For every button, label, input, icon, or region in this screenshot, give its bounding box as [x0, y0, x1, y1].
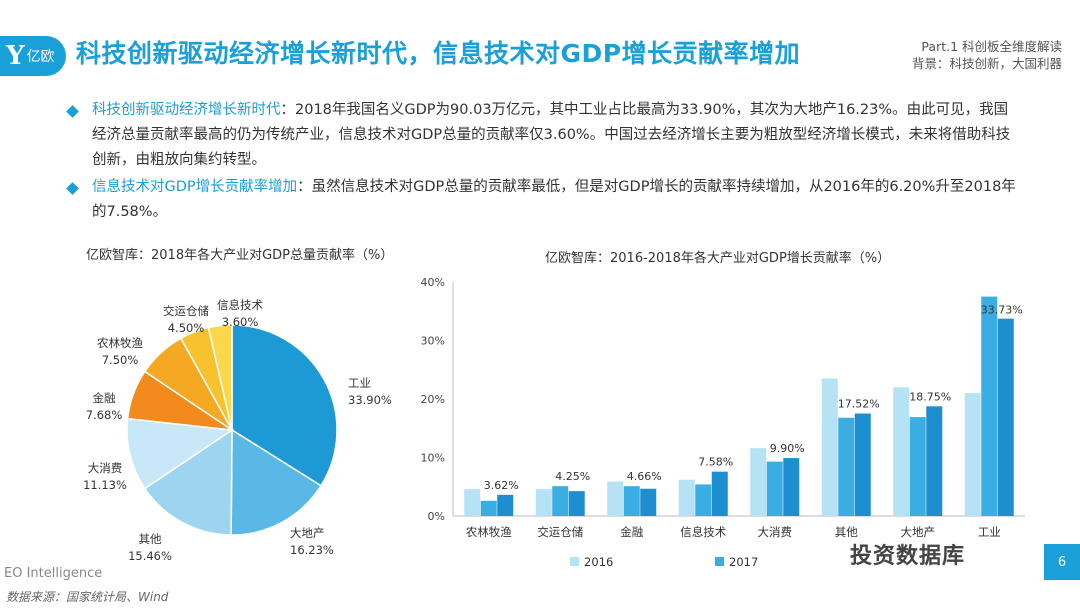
bar-data-label: 9.90%	[770, 442, 805, 455]
bar-2017-2	[552, 486, 569, 516]
bar-data-label: 18.75%	[909, 390, 951, 403]
bullet-item-1: 科技创新驱动经济增长新时代：2018年我国名义GDP为90.03万亿元，其中工业…	[66, 98, 1022, 173]
pie-label: 其他	[139, 532, 162, 546]
pie-label: 信息技术	[217, 298, 263, 312]
bar-chart-title: 亿欧智库：2016-2018年各大产业对GDP增长贡献率（%）	[545, 251, 891, 266]
watermark: 投资数据库	[850, 544, 966, 569]
pie-slice-8	[207, 324, 233, 431]
diamond-bullet-icon	[66, 182, 79, 195]
pie-label: 金融	[93, 391, 116, 405]
bar-2016-5	[750, 448, 767, 516]
x-tick-label: 交运仓储	[537, 525, 583, 539]
pie-slice-2	[230, 428, 323, 536]
bar-2016-1	[464, 489, 481, 516]
x-tick-label: 大消费	[758, 525, 793, 539]
bar-2016-7	[893, 387, 910, 516]
y-tick-label: 0%	[428, 510, 445, 523]
bullet-text: ：2018年我国名义GDP为90.03万亿元，其中工业占比最高为33.90%，其…	[92, 102, 1011, 168]
legend-swatch	[715, 557, 724, 566]
pie-label: 农林牧渔	[97, 336, 143, 350]
y-tick-label: 10%	[421, 452, 445, 465]
legend-label: 2017	[729, 555, 758, 569]
bar-data-label: 4.25%	[555, 470, 590, 483]
bar-series-3-6	[854, 413, 871, 516]
bar-2017-4	[695, 484, 712, 516]
bullet-list: 科技创新驱动经济增长新时代：2018年我国名义GDP为90.03万亿元，其中工业…	[66, 98, 1022, 227]
bullet-text: ：虽然信息技术对GDP总量的贡献率最低，但是对GDP增长的贡献率持续增加，从20…	[92, 179, 1016, 220]
pie-slice-3	[143, 428, 233, 536]
pie-value-label: 11.13%	[83, 478, 127, 492]
pie-value-label: 33.90%	[348, 393, 392, 407]
x-tick-label: 农林牧渔	[466, 525, 512, 539]
pie-label: 交运仓储	[163, 304, 209, 318]
bar-2017-8	[981, 296, 998, 516]
logo: Y 亿欧	[0, 36, 66, 76]
title-bar: Y 亿欧 科技创新驱动经济增长新时代，信息技术对GDP增长贡献率增加 Part.…	[0, 22, 1080, 80]
pie-value-label: 3.60%	[222, 315, 259, 329]
pie-value-label: 4.50%	[168, 321, 205, 335]
bar-2017-1	[480, 500, 497, 516]
bar-series-3-8	[997, 318, 1014, 516]
bar-data-label: 17.52%	[838, 398, 880, 411]
bar-2017-3	[623, 486, 640, 516]
bullet-highlight: 信息技术对GDP增长贡献率增加	[92, 179, 298, 195]
bar-chart: 0% 10% 20% 30% 40% 3.62% 农林牧渔 4.25% 交运仓储 4.66% 金融 7…	[421, 276, 1025, 569]
pie-slice-4	[126, 417, 235, 490]
x-tick-label: 金融	[620, 525, 643, 539]
pie-slice-1	[231, 324, 338, 487]
bar-series-3-1	[497, 494, 514, 516]
bar-2016-6	[821, 378, 838, 516]
pie-label: 工业	[348, 376, 371, 390]
bar-data-label: 3.62%	[484, 479, 519, 492]
pie-value-label: 7.50%	[102, 353, 139, 367]
bar-series-3-5	[783, 458, 800, 516]
sub-line: 背景：科技创新，大国利器	[911, 56, 1062, 71]
bar-2017-6	[838, 417, 855, 516]
pie-value-label: 7.68%	[86, 408, 123, 422]
bar-2016-4	[678, 479, 695, 516]
bar-series-3-4	[711, 471, 728, 516]
diamond-bullet-icon	[66, 105, 79, 118]
legend-swatch	[570, 557, 579, 566]
x-tick-label: 工业	[978, 525, 1001, 539]
bar-2017-5	[766, 461, 783, 516]
x-tick-label: 其他	[835, 525, 858, 539]
bullet-item-2: 信息技术对GDP增长贡献率增加：虽然信息技术对GDP总量的贡献率最低，但是对GD…	[66, 175, 1022, 225]
y-tick-label: 20%	[421, 393, 445, 406]
pie-label: 大地产	[290, 526, 325, 540]
pie-value-label: 16.23%	[290, 543, 334, 557]
bar-2016-3	[607, 481, 624, 516]
section-info: Part.1 科创板全维度解读 背景：科技创新，大国利器	[912, 38, 1062, 72]
logo-text: 亿欧	[26, 49, 55, 65]
bar-2017-7	[909, 417, 926, 516]
data-source: 数据来源：国家统计局、Wind	[6, 590, 169, 604]
page-title: 科技创新驱动经济增长新时代，信息技术对GDP增长贡献率增加	[76, 39, 801, 68]
bar-series-3-7	[926, 406, 943, 516]
bar-2016-2	[535, 489, 552, 516]
bar-series-3-3	[640, 488, 657, 516]
pie-value-label: 15.46%	[128, 549, 172, 563]
pie-chart-title: 亿欧智库：2018年各大产业对GDP总量贡献率（%）	[86, 248, 394, 263]
bar-2016-8	[964, 393, 981, 516]
pie-chart: 工业 33.90% 大地产 16.23% 其他 15.46% 大消费 11.13% 金融 7.68…	[83, 298, 392, 563]
pie-label: 大消费	[88, 461, 123, 475]
bar-data-label: 33.73%	[981, 304, 1023, 317]
bar-data-label: 4.66%	[627, 470, 662, 483]
x-tick-label: 信息技术	[680, 525, 726, 539]
y-tick-label: 40%	[421, 276, 445, 289]
y-tick-label: 30%	[421, 335, 445, 348]
brand-footer: EO Intelligence	[4, 566, 103, 581]
logo-mark: Y	[6, 41, 25, 71]
part-line: Part.1 科创板全维度解读	[921, 39, 1062, 54]
bar-data-label: 7.58%	[698, 456, 733, 469]
legend-label: 2016	[584, 555, 613, 569]
page-number: 6	[1044, 544, 1080, 580]
bar-series-3-2	[568, 491, 585, 516]
x-tick-label: 大地产	[901, 525, 936, 539]
bullet-highlight: 科技创新驱动经济增长新时代	[92, 102, 281, 118]
